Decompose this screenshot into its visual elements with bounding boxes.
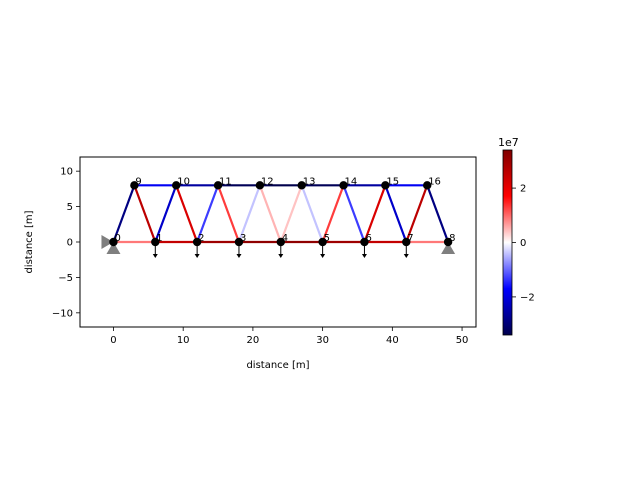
y-tick-label: 5: [67, 202, 73, 213]
load-arrow-head: [320, 254, 326, 258]
node-label: 1: [156, 233, 162, 244]
y-tick-label: 0: [67, 238, 73, 249]
node-label: 16: [428, 176, 441, 187]
truss-node: [109, 237, 118, 247]
node-label: 12: [261, 176, 274, 187]
truss-node: [213, 181, 223, 190]
y-tick-label: −5: [58, 273, 73, 284]
support-triangle-horizontal: [101, 235, 114, 249]
x-axis: 0 10 20 30 40 50: [110, 327, 468, 346]
truss-member: [175, 184, 199, 244]
truss-member: [216, 184, 241, 244]
node-label: 10: [177, 176, 190, 187]
load-arrow-head: [194, 254, 200, 258]
truss-node: [339, 181, 348, 190]
truss-node: [360, 237, 369, 247]
x-tick-label: 40: [386, 335, 399, 346]
load-arrow-head: [278, 254, 284, 258]
truss-member: [133, 184, 157, 244]
node-label: 7: [407, 233, 413, 244]
nodes-layer: [101, 181, 456, 258]
x-tick-label: 50: [456, 335, 469, 346]
node-label: 0: [114, 233, 120, 244]
truss-node: [381, 181, 390, 190]
truss-node: [297, 181, 306, 190]
x-tick-label: 30: [316, 335, 329, 346]
colorbar-offset-label: 1e7: [498, 136, 519, 149]
y-axis-label: distance [m]: [24, 210, 35, 273]
truss-member: [321, 184, 345, 244]
y-axis: −10 −5 0 5 10: [52, 167, 80, 319]
node-label: 2: [198, 233, 204, 244]
colorbar: −2 0 2 1e7: [498, 136, 535, 336]
node-label: 6: [365, 233, 371, 244]
load-arrow-head: [236, 254, 242, 258]
x-axis-label: distance [m]: [246, 360, 309, 371]
x-tick-label: 20: [247, 335, 260, 346]
node-labels-layer: 0 1 2 3 4 5 6 7 89 10 11 12 13 14 15 16: [114, 176, 455, 244]
truss-member: [342, 184, 366, 244]
plot-area: 0 1 2 3 4 5 6 7 89 10 11 12 13 14 15 16: [79, 156, 477, 328]
truss-member: [405, 184, 429, 244]
node-label: 13: [303, 176, 316, 187]
y-tick-label: 10: [60, 167, 73, 178]
colorbar-tick-label: −2: [520, 292, 535, 303]
truss-member: [196, 184, 220, 244]
support-triangle: [106, 242, 121, 254]
node-label: 15: [386, 176, 399, 187]
y-tick-label: −10: [52, 308, 73, 319]
colorbar-ticks: −2 0 2: [512, 184, 535, 303]
truss-member: [279, 184, 303, 244]
truss-node: [422, 181, 432, 190]
support-triangle: [441, 242, 456, 254]
truss-member: [300, 184, 324, 244]
node-label: 11: [219, 176, 232, 187]
truss-member: [112, 184, 136, 244]
truss-member: [154, 184, 178, 244]
truss-member: [237, 184, 261, 244]
truss-member: [384, 184, 408, 244]
load-arrow-head: [361, 254, 367, 258]
truss-node: [234, 237, 244, 247]
truss-member: [258, 184, 282, 244]
truss-member: [426, 184, 450, 244]
truss-node: [130, 181, 139, 190]
node-label: 4: [282, 233, 288, 244]
node-label: 9: [135, 176, 141, 187]
load-arrow-head: [152, 254, 158, 258]
node-label: 14: [345, 176, 358, 187]
truss-node: [276, 237, 285, 247]
truss-node: [255, 181, 265, 190]
node-label: 5: [324, 233, 330, 244]
members-layer: [112, 184, 450, 244]
colorbar-tick-label: 2: [520, 184, 526, 195]
node-label: 3: [240, 233, 246, 244]
truss-member: [363, 184, 387, 244]
truss-node: [151, 237, 160, 247]
x-tick-label: 10: [177, 335, 190, 346]
colorbar-gradient: [502, 149, 513, 336]
truss-node: [192, 237, 202, 247]
x-tick-label: 0: [110, 335, 116, 346]
truss-node: [443, 237, 453, 247]
truss-node: [318, 237, 327, 247]
colorbar-tick-label: 0: [520, 238, 526, 249]
truss-node: [172, 181, 181, 190]
node-label: 8: [449, 233, 455, 244]
load-arrow-head: [403, 254, 409, 258]
truss-node: [402, 237, 411, 247]
